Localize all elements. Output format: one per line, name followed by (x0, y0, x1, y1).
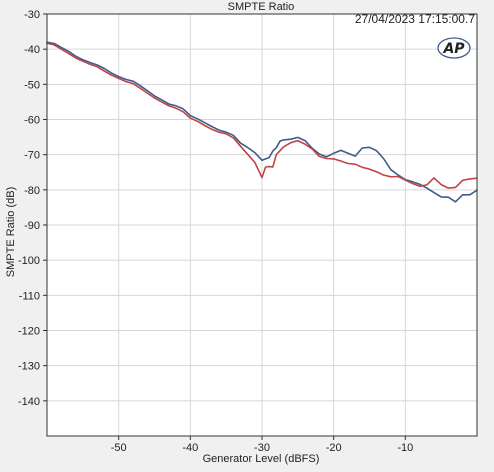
x-tick-label: -10 (397, 442, 413, 454)
ap-logo-icon: AP (437, 37, 471, 59)
x-tick-label: -20 (326, 442, 342, 454)
x-tick-label: -40 (182, 442, 198, 454)
y-tick-label: -140 (18, 396, 40, 408)
y-tick-label: -70 (24, 150, 40, 162)
y-tick-label: -90 (24, 220, 40, 232)
y-tick-label: -120 (18, 326, 40, 338)
y-tick-label: -50 (24, 79, 40, 91)
chart-timestamp: 27/04/2023 17:15:00.7 (355, 12, 475, 26)
axis-ticks: -50 -40 -30 -20 -10 -30 -40 -50 -60 -70 -80 -90 -100… (18, 9, 413, 454)
x-tick-label: -50 (111, 442, 127, 454)
y-tick-label: -80 (24, 185, 40, 197)
y-tick-label: -30 (24, 9, 40, 21)
data-series (46, 41, 478, 203)
chart-title: SMPTE Ratio (228, 1, 295, 13)
y-tick-label: -40 (24, 44, 40, 56)
y-tick-label: -110 (19, 290, 40, 302)
y-axis-label: SMPTE Ratio (dB) (5, 187, 17, 277)
y-tick-label: -60 (24, 115, 40, 127)
x-axis-label: Generator Level (dBFS) (203, 453, 320, 465)
y-tick-label: -100 (18, 255, 40, 267)
grid-lines (47, 13, 477, 436)
y-tick-label: -130 (18, 361, 40, 373)
ap-logo-text: AP (442, 41, 465, 57)
x-tick-label: -30 (254, 442, 270, 454)
series-line-2 (46, 42, 478, 189)
ap-logo-ring (437, 37, 471, 59)
